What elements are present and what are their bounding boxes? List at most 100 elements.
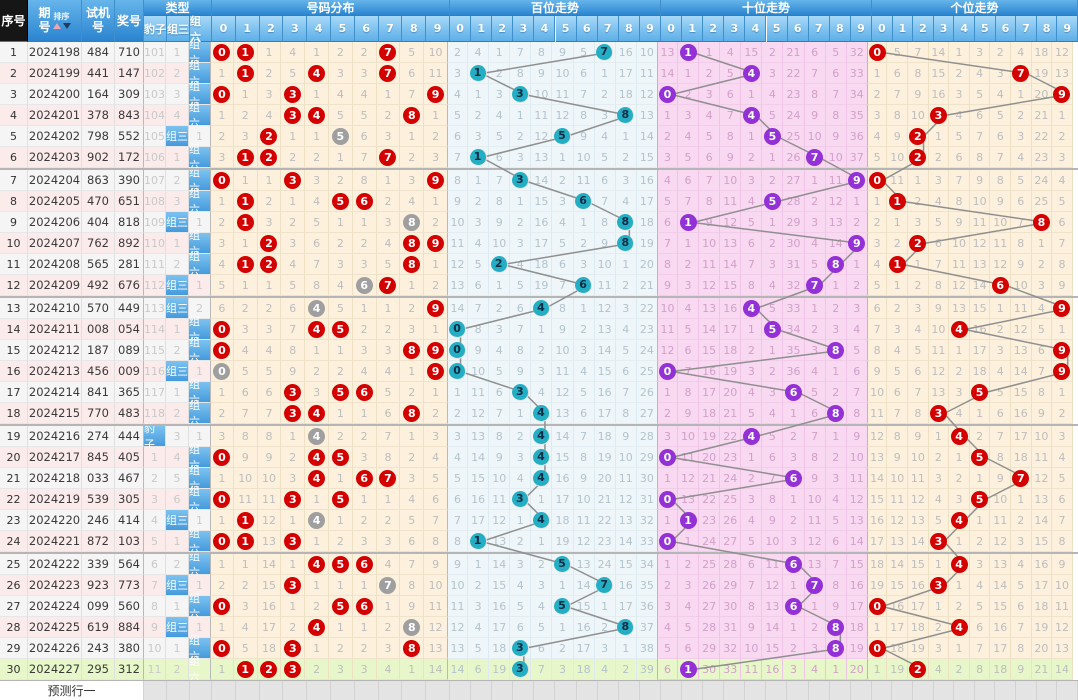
miss-count: 4 xyxy=(747,194,755,208)
bai-cell-1: 2 xyxy=(468,105,490,126)
miss-count: 4 xyxy=(934,662,942,676)
seq-cell: 18 xyxy=(0,403,28,424)
miss-count: 21 xyxy=(1034,662,1049,676)
bai-cell-7: 9 xyxy=(594,233,616,254)
ge-cell-1: 7 xyxy=(887,403,909,424)
miss-count: 6 xyxy=(516,301,524,315)
miss-count: 10 xyxy=(807,129,822,143)
ge-cell-1: 14 xyxy=(887,554,909,575)
type-leopard-cell: 106 xyxy=(143,147,166,168)
sort-ascending-icon[interactable] xyxy=(52,22,61,29)
miss-count: 7 xyxy=(811,66,819,80)
column-header-period-sort[interactable]: 期 号 排序 xyxy=(28,0,82,42)
miss-count: 9 xyxy=(558,45,566,59)
dist-cell-1: 11 xyxy=(233,489,258,510)
bai-cell-6: 3 xyxy=(573,254,595,275)
ge-cell-0: 11 xyxy=(866,403,888,424)
sort-descending-icon[interactable] xyxy=(62,22,71,29)
seq-header-label: 序号 xyxy=(1,14,26,28)
miss-count: 6 xyxy=(914,364,922,378)
miss-count: 1 xyxy=(313,534,321,548)
bai-cell-7: 2 xyxy=(594,617,616,638)
miss-count: 11 xyxy=(765,557,780,571)
miss-count: 14 xyxy=(1054,662,1069,676)
miss-count: 12 xyxy=(972,236,987,250)
shi-cell-4: 2 xyxy=(741,468,763,489)
miss-count: 3 xyxy=(516,450,524,464)
dist-cell-5: 4 xyxy=(328,275,353,296)
shi-cell-4: 10 xyxy=(741,638,763,659)
period-cell: 2024214 xyxy=(28,382,82,403)
ge-cell-0: 10 xyxy=(866,382,888,403)
miss-count: 1 xyxy=(384,301,392,315)
miss-count: 9 xyxy=(537,66,545,80)
miss-count: 1 xyxy=(408,662,416,676)
miss-count: 5 xyxy=(747,406,755,420)
test-number-cell: 033 xyxy=(82,468,115,489)
bai-cell-6: 5 xyxy=(573,42,595,63)
miss-count: 14 xyxy=(492,557,507,571)
ge-cell-3: 2 xyxy=(928,147,950,168)
shi-cell-8: 4 xyxy=(825,489,847,510)
miss-count: 8 xyxy=(360,173,368,187)
bai-cell-1: 16 xyxy=(468,489,490,510)
miss-count: 2 xyxy=(289,450,297,464)
dist-cell-2: 9 xyxy=(257,447,282,468)
ge-cell-4: 1 xyxy=(949,340,970,361)
miss-count: 5 xyxy=(705,129,713,143)
dist-cell-0: 1 xyxy=(210,63,234,84)
bai-cell-8: 4 xyxy=(615,191,637,212)
shi-cell-5: 16 xyxy=(762,659,784,680)
bai-cell-0: 10 xyxy=(446,212,469,233)
dist-cell-9: 2 xyxy=(424,403,448,424)
test-header-label: 试机 号 xyxy=(85,5,110,34)
shi-cell-5: 2 xyxy=(762,361,784,382)
miss-count: 4 xyxy=(768,87,776,101)
miss-count: 34 xyxy=(849,87,864,101)
ge-cell-3: 4 xyxy=(928,489,950,510)
miss-count: 1 xyxy=(601,599,609,613)
miss-count: 8 xyxy=(996,450,1004,464)
shi-cell-5: 1 xyxy=(762,212,784,233)
shi-cell-4: 6 xyxy=(741,554,763,575)
miss-count: 8 xyxy=(454,173,462,187)
miss-count: 11 xyxy=(870,406,885,420)
miss-count: 4 xyxy=(408,194,416,208)
miss-count: 14 xyxy=(1034,513,1049,527)
bai-cell-0: 11 xyxy=(446,233,469,254)
dist-cell-0: 1 xyxy=(210,191,234,212)
shi-cell-2: 24 xyxy=(699,531,721,552)
seq-cell: 27 xyxy=(0,596,28,617)
bai-cell-6: 12 xyxy=(573,531,595,552)
miss-count: 2 xyxy=(955,599,963,613)
miss-count: 34 xyxy=(639,557,654,571)
dist-cell-7: 6 xyxy=(376,403,401,424)
miss-count: 13 xyxy=(534,150,549,164)
miss-count: 15 xyxy=(1013,385,1028,399)
prize-number-cell: 483 xyxy=(115,403,144,424)
miss-count: 1 xyxy=(313,492,321,506)
bai-cell-1: 2 xyxy=(468,191,490,212)
dist-cell-6: 1 xyxy=(352,617,377,638)
miss-count: 7 xyxy=(622,385,630,399)
miss-count: 3 xyxy=(360,66,368,80)
miss-count: 12 xyxy=(681,471,696,485)
dist-cell-1: 1 xyxy=(233,170,258,191)
bai-cell-5: 9 xyxy=(552,319,574,340)
shi-cell-6: 6 xyxy=(783,468,805,489)
miss-count: 9 xyxy=(684,406,692,420)
bai-cell-5: 9 xyxy=(552,42,574,63)
digit-header-dist-1: 1 xyxy=(235,16,260,42)
miss-count: 6 xyxy=(684,641,692,655)
ge-cell-3: 4 xyxy=(928,191,950,212)
bai-cell-4: 15 xyxy=(531,191,553,212)
miss-count: 4 xyxy=(360,364,368,378)
miss-count: 2 xyxy=(663,406,671,420)
number-ball: 2 xyxy=(909,234,927,252)
number-ball: 9 xyxy=(427,171,445,189)
ge-cell-6: 6 xyxy=(990,126,1011,147)
miss-count: 12 xyxy=(765,578,780,592)
bai-cell-9: 24 xyxy=(636,340,658,361)
sort-control[interactable]: 排序 xyxy=(52,12,71,29)
miss-count: 2 xyxy=(768,45,776,59)
